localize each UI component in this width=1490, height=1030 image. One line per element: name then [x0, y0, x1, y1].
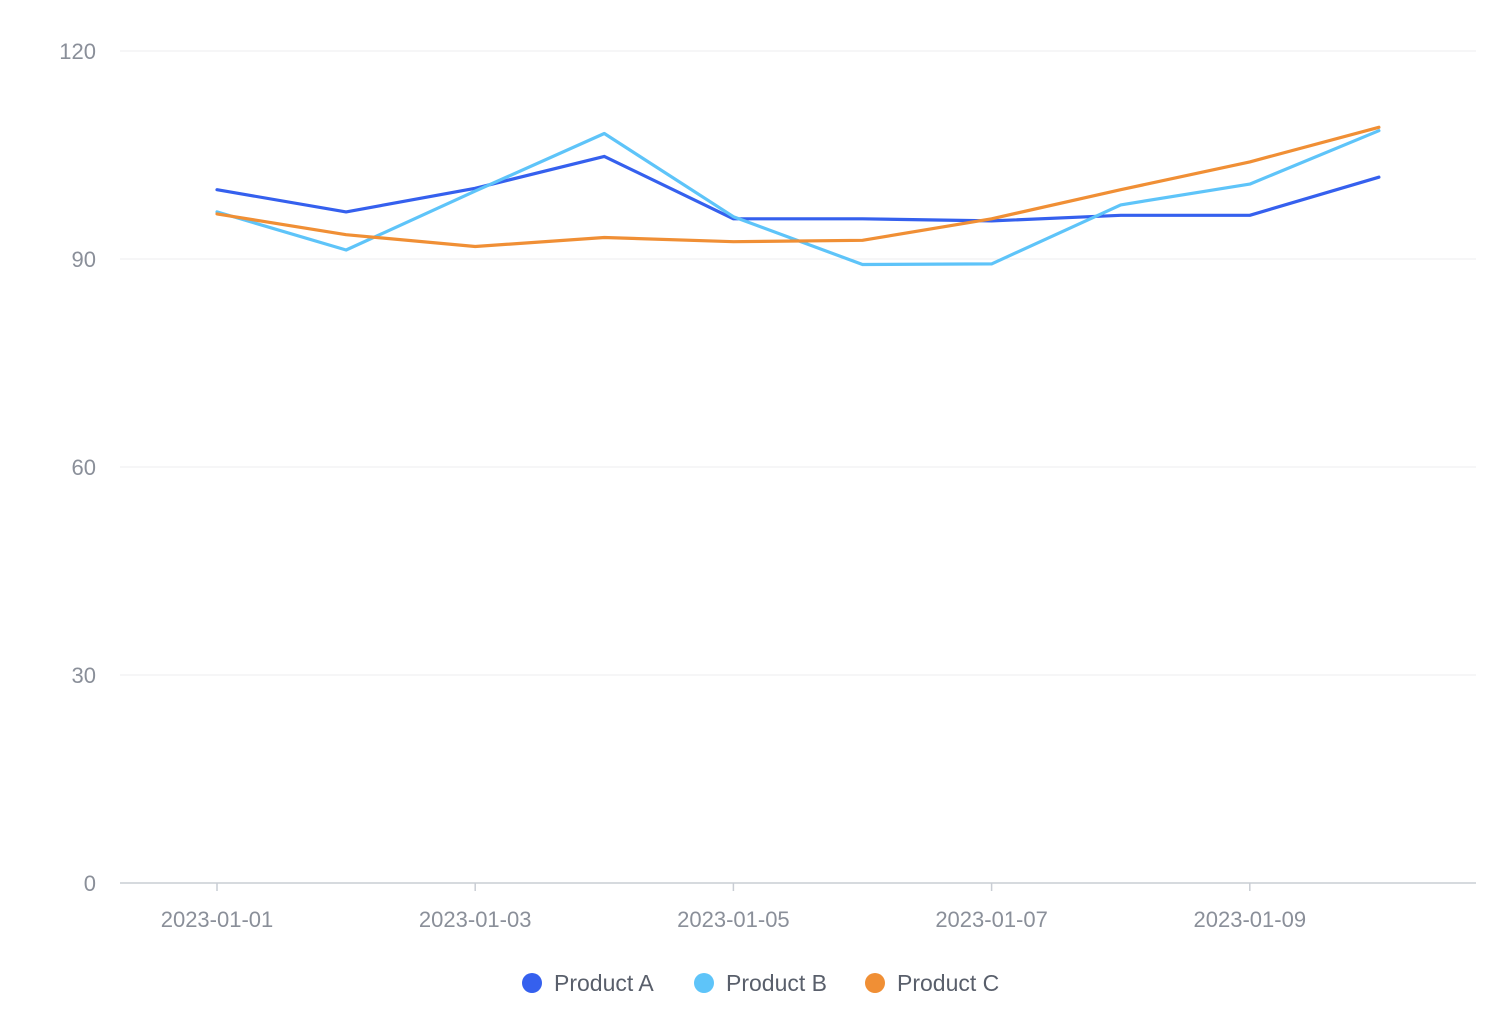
- x-tick-label: 2023-01-09: [1194, 907, 1307, 932]
- y-tick-label: 30: [72, 663, 96, 688]
- legend-item-product-a[interactable]: Product A: [522, 970, 654, 996]
- legend-label: Product A: [554, 970, 654, 996]
- series-line-product-c: [215, 125, 1381, 249]
- y-tick-label: 90: [72, 247, 96, 272]
- y-tick-label: 60: [72, 455, 96, 480]
- x-tick-label: 2023-01-03: [419, 907, 532, 932]
- legend-marker: [865, 973, 885, 993]
- legend-label: Product C: [897, 970, 999, 996]
- legend-item-product-c[interactable]: Product C: [865, 970, 999, 996]
- series-lines: [215, 125, 1381, 267]
- legend-item-product-b[interactable]: Product B: [694, 970, 827, 996]
- x-tick-label: 2023-01-01: [161, 907, 274, 932]
- legend-marker: [694, 973, 714, 993]
- gridlines: [120, 50, 1476, 676]
- x-tick-label: 2023-01-05: [677, 907, 790, 932]
- y-tick-label: 120: [59, 39, 96, 64]
- series-line-product-b: [215, 129, 1381, 267]
- legend-marker: [522, 973, 542, 993]
- series-line-product-a: [215, 154, 1381, 223]
- y-tick-label: 0: [84, 871, 96, 896]
- legend[interactable]: Product A Product B Product C: [522, 970, 999, 996]
- axes: 0 30 60 90 120 2023-01-01 2023-01-03 2023-01-05…: [59, 39, 1476, 932]
- legend-label: Product B: [726, 970, 827, 996]
- x-tick-label: 2023-01-07: [935, 907, 1048, 932]
